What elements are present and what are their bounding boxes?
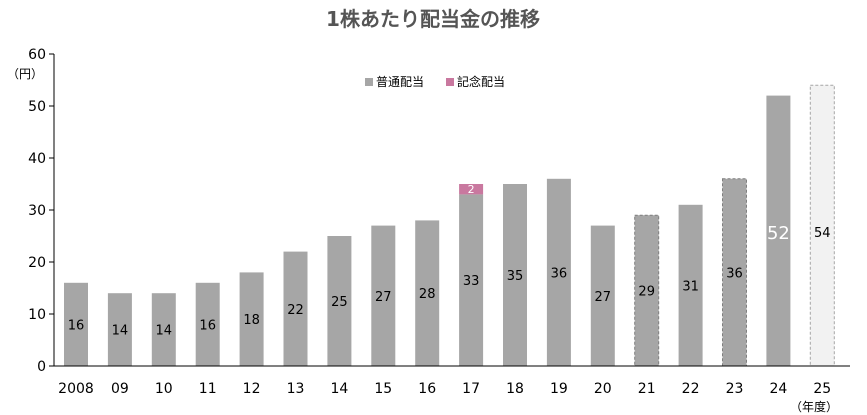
legend-label-commemorative: 記念配当	[457, 74, 505, 89]
bar-value-label-18: 35	[507, 269, 524, 284]
x-tick-label-19: 19	[550, 381, 568, 397]
bar-regular-25	[809, 84, 835, 367]
bar-regular-15	[371, 225, 396, 366]
x-tick-label-25: 25	[813, 381, 831, 397]
bar-regular-18	[503, 184, 527, 366]
y-tick-label: 40	[28, 151, 46, 167]
y-tick-label: 30	[28, 203, 46, 219]
bar-value-label-10: 14	[156, 324, 173, 339]
x-tick-label-23: 23	[726, 381, 744, 397]
bar-regular-20	[590, 225, 615, 366]
bar-regular-14	[327, 236, 352, 366]
x-tick-label-13: 13	[287, 381, 305, 397]
bar-regular-22	[678, 204, 703, 366]
bar-value-label-22: 31	[682, 279, 699, 294]
bar-value-label-14: 25	[331, 295, 348, 310]
y-tick-label: 20	[28, 255, 46, 271]
x-tick-label-15: 15	[374, 381, 392, 397]
bar-regular-16	[415, 220, 440, 366]
x-tick-label-10: 10	[155, 381, 173, 397]
y-tick-label: 50	[28, 99, 46, 115]
x-tick-label-09: 09	[111, 381, 129, 397]
bar-regular-12	[239, 272, 264, 366]
bar-regular-13	[283, 251, 308, 366]
x-axis-unit-label: （年度）	[790, 399, 838, 414]
bar-value-label-16: 28	[419, 287, 436, 302]
x-tick-label-24: 24	[769, 381, 787, 397]
y-axis-unit-label: （円）	[7, 67, 43, 81]
x-axis: 2008 09 10 11 12 13 14 15 16 17 18 19 20 21 22 23 24 25	[54, 365, 850, 397]
legend-swatch-commemorative	[446, 78, 454, 86]
legend: 普通配当 記念配当	[365, 74, 505, 89]
x-tick-label-2008: 2008	[58, 381, 94, 397]
bar-value-label-09: 14	[112, 324, 129, 339]
bar-value-label-20: 27	[595, 290, 612, 305]
bar-value-label-13: 22	[287, 303, 304, 318]
bar-value-label-11: 16	[199, 318, 216, 333]
bar-value-label-23: 36	[726, 266, 743, 281]
bars: 16 14 14 16 18 22 25 27 28 2 33 35 36 27 29 31 36 52 54	[64, 84, 835, 367]
bar-value-label-21: 29	[638, 285, 655, 300]
bar-regular-11	[195, 282, 220, 366]
bar-value-label-17: 33	[463, 274, 480, 289]
x-tick-label-18: 18	[506, 381, 524, 397]
bar-regular-23	[722, 178, 747, 367]
x-tick-label-17: 17	[462, 381, 480, 397]
y-tick-label: 0	[37, 359, 46, 375]
bar-commemorative-17	[459, 184, 484, 195]
bar-regular-19	[546, 178, 571, 366]
x-tick-label-14: 14	[330, 381, 348, 397]
bar-regular-09	[107, 293, 132, 366]
bar-commemorative-label-17: 2	[468, 183, 475, 196]
y-tick-label: 10	[28, 307, 46, 323]
bar-regular-24	[766, 95, 791, 366]
bar-regular-2008	[64, 282, 88, 366]
x-tick-label-11: 11	[199, 381, 217, 397]
x-tick-label-16: 16	[418, 381, 436, 397]
bar-value-label-12: 18	[243, 313, 260, 328]
x-tick-label-20: 20	[594, 381, 612, 397]
bar-value-label-25: 54	[814, 226, 831, 241]
bar-regular-17	[459, 194, 484, 366]
legend-swatch-regular	[365, 78, 373, 86]
y-axis: 0 10 20 30 40 50 60	[28, 47, 55, 375]
bar-value-label-2008: 16	[68, 318, 85, 333]
x-tick-label-12: 12	[243, 381, 261, 397]
y-tick-label: 60	[28, 47, 46, 63]
bar-regular-10	[151, 293, 176, 366]
bar-value-label-15: 27	[375, 290, 392, 305]
x-tick-label-22: 22	[682, 381, 700, 397]
bar-value-label-24: 52	[767, 223, 790, 244]
bar-value-label-19: 36	[551, 266, 568, 281]
chart-title: 1株あたり配当金の推移	[326, 7, 540, 31]
legend-label-regular: 普通配当	[376, 75, 424, 89]
x-tick-label-21: 21	[638, 381, 656, 397]
